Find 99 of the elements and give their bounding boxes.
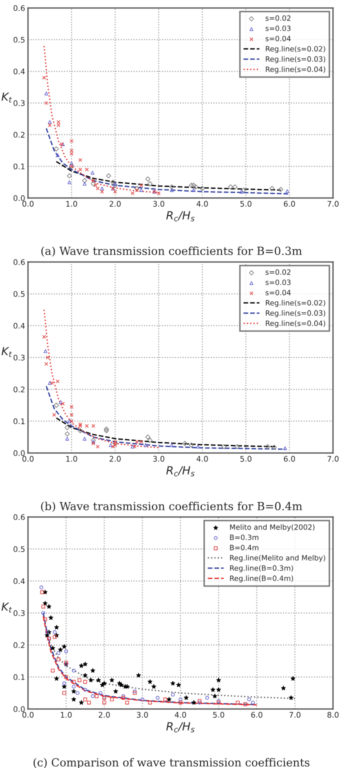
text: (a) Wave transmission coefficients for B=0.3m: [41, 246, 302, 257]
point: [54, 676, 59, 681]
point: [56, 153, 60, 158]
point: [283, 446, 287, 450]
point: [184, 695, 189, 700]
point: [196, 444, 200, 449]
point: [46, 356, 50, 360]
point: [56, 123, 60, 128]
point: [192, 188, 196, 192]
point: [96, 678, 101, 682]
point: [42, 590, 48, 594]
point: [113, 688, 118, 694]
y-axis-title: K$_{t}$: [2, 92, 12, 102]
y-axis-title: K$_{t}$: [2, 602, 12, 612]
point: [285, 189, 290, 193]
point: [170, 188, 174, 192]
point: [148, 679, 152, 684]
point: [62, 684, 67, 689]
point: [67, 180, 72, 184]
point: [42, 600, 48, 606]
point: [176, 682, 181, 688]
line-series: [43, 309, 160, 448]
point: [210, 687, 216, 692]
point: [290, 676, 296, 681]
x-axis-title: R$_{c}$/H$_{s}$: [166, 211, 194, 222]
point: [91, 178, 96, 182]
point: [130, 444, 134, 449]
point: [136, 672, 141, 678]
point: [79, 663, 84, 668]
point: [78, 158, 82, 162]
point: [96, 186, 100, 190]
point: [62, 644, 67, 649]
point: [70, 139, 74, 143]
point: [240, 190, 244, 194]
point: [82, 436, 87, 441]
point: [94, 183, 98, 188]
point: [42, 334, 46, 339]
point: [70, 404, 74, 409]
point: [91, 424, 96, 428]
point: [67, 419, 72, 424]
point: [44, 349, 48, 354]
point: [82, 672, 88, 678]
point: [113, 443, 118, 447]
point: [46, 604, 52, 609]
point: [216, 678, 221, 682]
point: [44, 632, 50, 638]
point: [88, 678, 94, 682]
point: [70, 412, 74, 417]
point: [84, 424, 89, 428]
point: [84, 168, 89, 172]
point: [70, 161, 74, 166]
point: [90, 170, 94, 175]
point: [71, 696, 76, 702]
point: [52, 412, 56, 417]
point: [54, 632, 59, 638]
point: [100, 190, 104, 194]
point: [100, 186, 104, 190]
point: [90, 668, 96, 673]
point: [192, 700, 196, 705]
point: [78, 168, 82, 172]
point: [151, 684, 156, 689]
point: [216, 687, 221, 692]
point: [110, 678, 114, 682]
line-series: [56, 160, 282, 191]
point: [44, 101, 48, 105]
point: [65, 436, 70, 441]
point: [166, 696, 172, 702]
point: [170, 680, 176, 686]
line-series: [46, 128, 290, 195]
x-axis-title: R$_{c}$/H$_{s}$: [166, 466, 194, 476]
line-series: [43, 45, 160, 194]
point: [46, 630, 52, 634]
point: [170, 443, 174, 447]
point: [42, 76, 46, 80]
point: [70, 152, 74, 156]
point: [130, 191, 134, 196]
point: [58, 647, 63, 652]
line-series: [50, 644, 296, 700]
point: [139, 188, 144, 192]
point: [82, 182, 87, 186]
point: [144, 443, 148, 447]
line-series: [46, 386, 286, 450]
point: [48, 120, 52, 124]
point: [82, 662, 88, 666]
point: [113, 190, 118, 194]
y-axis-title: K$_{t}$: [2, 347, 12, 357]
point: [281, 686, 286, 690]
point: [212, 694, 218, 698]
point: [44, 92, 48, 96]
text: (b) Wave transmission coefficients for B=0.4m: [41, 502, 302, 512]
point: [71, 688, 76, 694]
point: [50, 646, 56, 650]
point: [48, 381, 52, 385]
x-axis-title: R$_{c}$/H$_{s}$: [166, 722, 194, 732]
point: [54, 624, 59, 630]
point: [288, 695, 294, 700]
point: [79, 700, 84, 705]
line-series: [56, 417, 277, 448]
point: [48, 615, 54, 620]
